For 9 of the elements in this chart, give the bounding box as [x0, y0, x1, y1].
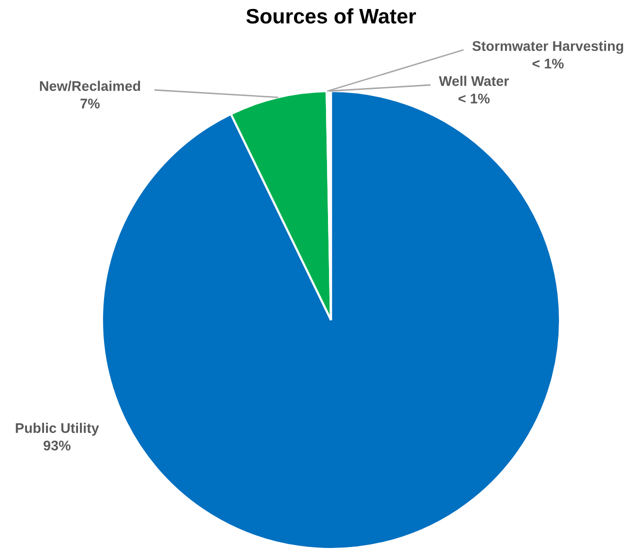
data-label: < 1% — [532, 58, 564, 68]
slice-label: Stormwater Harvesting — [472, 40, 624, 54]
slice-label: New/Reclaimed — [40, 80, 140, 92]
slice-label: Public Utility — [16, 422, 99, 436]
slice-label: Well Water — [438, 76, 509, 86]
chart-title: Sources of Water — [246, 8, 416, 24]
data-label: 93% — [44, 440, 71, 450]
data-label: < 1% — [458, 94, 490, 104]
data-label: 7% — [80, 98, 100, 108]
